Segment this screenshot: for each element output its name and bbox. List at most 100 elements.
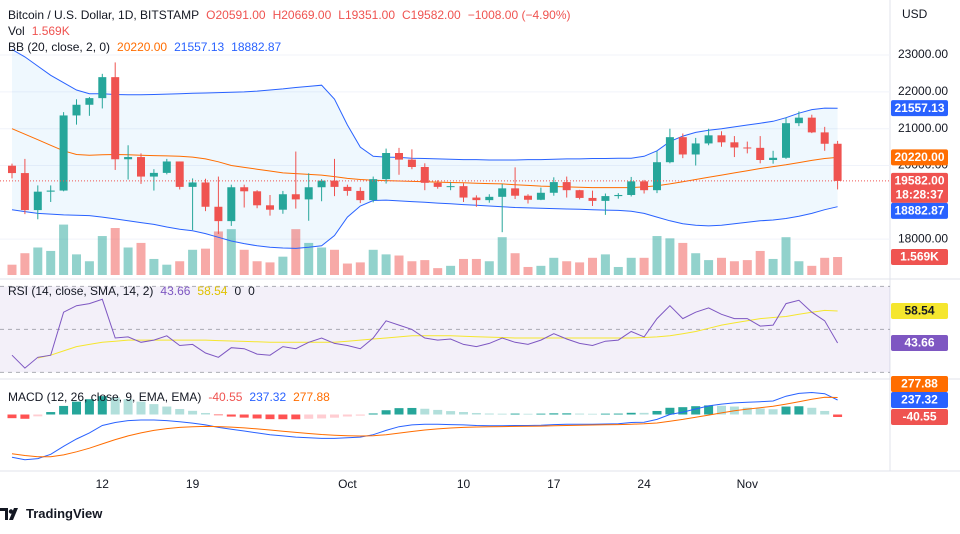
rsi-line — [11, 298, 839, 369]
macd-histogram-bar — [7, 414, 17, 419]
macd-histogram-bar — [549, 413, 559, 415]
macd-histogram-bar — [613, 413, 623, 415]
candle-body — [614, 194, 623, 197]
candle-body — [575, 190, 584, 198]
candle-body — [175, 161, 184, 187]
candle-body — [240, 187, 249, 192]
band-fill — [12, 49, 838, 249]
candle-body — [59, 115, 68, 191]
volume-bar — [820, 257, 830, 275]
axis-value-label: 237.32 — [901, 393, 938, 407]
volume-bar — [691, 253, 701, 275]
price-change: −1008.00 (−4.90%) — [467, 8, 571, 22]
axis-value-tag — [891, 149, 948, 166]
rsi-ma-value: 58.54 — [197, 284, 228, 298]
candle-body — [343, 186, 352, 191]
volume-bar — [833, 257, 843, 275]
candle-body — [640, 181, 649, 191]
macd-histogram-bar — [239, 414, 249, 418]
macd-histogram-bar — [652, 410, 662, 415]
macd-histogram-bar — [59, 405, 69, 415]
volume-bar — [304, 242, 314, 275]
macd-histogram-bar — [175, 409, 185, 415]
volume-bar — [665, 238, 675, 275]
rsi-line — [37, 309, 838, 359]
volume-bar — [175, 261, 185, 275]
macd-histogram-bar — [136, 401, 146, 415]
volume-bar — [136, 242, 146, 275]
axis-value-tag — [891, 249, 948, 266]
y-tick-label: 21000.00 — [898, 121, 948, 135]
macd-histogram-bar — [833, 414, 843, 417]
macd-histogram-bar — [265, 414, 275, 420]
candle-body — [137, 157, 145, 177]
rsi-band — [0, 286, 890, 373]
axis-value-label: 18882.87 — [894, 204, 944, 218]
macd-histogram-bar — [600, 413, 610, 415]
candle-body — [214, 206, 223, 222]
candle-body — [820, 132, 829, 144]
ohlc-close: C19582.00 — [402, 8, 461, 22]
bb-basis-value: 20220.00 — [117, 40, 168, 54]
x-tick-label: 24 — [637, 477, 651, 491]
rsi-value: 43.66 — [160, 284, 191, 298]
axis-value-tag — [891, 172, 948, 203]
macd-histogram-bar — [678, 407, 688, 415]
candle-body — [149, 172, 158, 177]
bb-line — [11, 199, 838, 249]
candle-body — [317, 180, 326, 188]
macd-signal-value: 277.88 — [293, 390, 330, 404]
macd-histogram-bar — [433, 409, 443, 415]
symbol-title: Bitcoin / U.S. Dollar, 1D, BITSTAMP — [8, 8, 200, 22]
axis-value-label: 20220.00 — [894, 150, 944, 164]
macd-line — [11, 391, 838, 461]
y-tick-label: 22000.00 — [898, 84, 948, 98]
price-legend: Bitcoin / U.S. Dollar, 1D, BITSTAMP O205… — [8, 8, 570, 22]
candle-body — [498, 188, 507, 197]
axis-value-tag — [891, 408, 948, 425]
brand-name: TradingView — [26, 506, 103, 521]
macd-histogram-bar — [330, 414, 339, 418]
candle-body — [124, 157, 133, 160]
bb-upper-value: 21557.13 — [174, 40, 225, 54]
macd-histogram-bar — [97, 396, 107, 415]
candle-body — [511, 188, 520, 196]
candle-body — [730, 142, 739, 148]
volume-bar — [252, 261, 262, 275]
candle-body — [743, 147, 752, 149]
volume-bar — [510, 253, 520, 275]
candle-body — [188, 182, 197, 187]
macd-title: MACD (12, 26, close, 9, EMA, EMA) — [8, 390, 202, 404]
candle-body — [472, 197, 481, 201]
macd-histogram-bar — [123, 399, 133, 415]
axis-value-tag — [891, 303, 948, 320]
volume-bar — [213, 231, 223, 275]
macd-histogram-bar — [188, 410, 198, 415]
volume-bar — [7, 264, 17, 275]
volume-bar — [549, 257, 559, 275]
brand-logo — [0, 507, 18, 520]
volume-bar — [755, 250, 765, 275]
candle-body — [291, 194, 300, 200]
candle-body — [691, 143, 700, 155]
bb-title: BB (20, close, 2, 0) — [8, 40, 111, 54]
volume-bar — [446, 265, 456, 275]
macd-histogram-bar — [691, 406, 701, 415]
candle-body — [20, 173, 29, 211]
macd-histogram-bar — [110, 397, 120, 415]
volume-bar — [239, 249, 249, 275]
candle-body — [369, 179, 378, 201]
macd-histogram-bar — [471, 412, 481, 415]
candle-body — [420, 166, 429, 183]
candle-body — [665, 137, 674, 163]
macd-histogram-bar — [588, 413, 597, 415]
candle-body — [266, 205, 274, 210]
volume-bar — [613, 266, 623, 275]
candle-body — [407, 159, 416, 167]
volume-bar — [355, 262, 365, 275]
macd-histogram-bar — [213, 414, 223, 416]
candle-body — [446, 186, 455, 188]
volume-bar — [162, 264, 172, 275]
macd-value: 237.32 — [249, 390, 287, 404]
